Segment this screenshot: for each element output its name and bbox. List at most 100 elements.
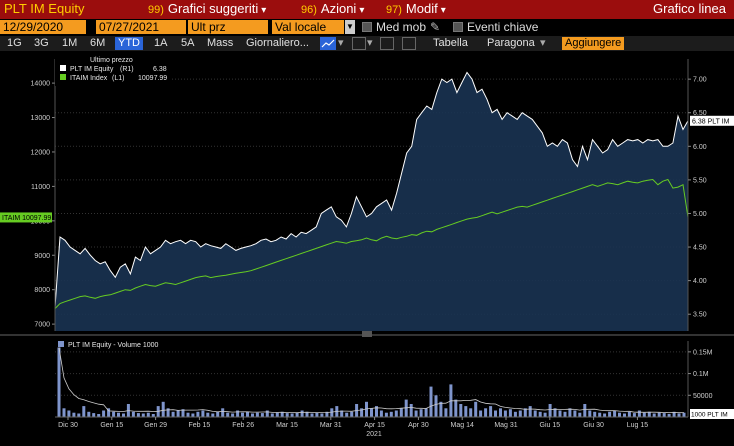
volume-bar (191, 413, 195, 417)
volume-bar (573, 410, 577, 417)
price-area-fill (55, 72, 688, 332)
key-events-checkbox[interactable] (453, 22, 463, 32)
compare-dropdown-icon[interactable]: ▾ (540, 37, 546, 49)
end-date-input[interactable]: 07/27/2021 (96, 20, 186, 34)
volume-bar (315, 412, 319, 417)
currency-dropdown-icon[interactable]: ▼ (345, 20, 355, 34)
volume-bar (657, 412, 661, 417)
price-last-tag-label: 6.38 PLT IM (692, 118, 730, 125)
actions-button[interactable]: 96) Azioni ▾ (301, 1, 364, 16)
x-tick-label-9: Mag 14 (451, 422, 474, 429)
security-ticker[interactable]: PLT IM Equity (4, 1, 85, 16)
suggested-charts-number: 99) (148, 4, 164, 16)
price-volume-chart[interactable]: 7000800090001000011000120001300014000 3.… (0, 51, 734, 446)
table-button[interactable]: Tabella (433, 37, 468, 49)
period-1g-button[interactable]: 1G (7, 37, 22, 49)
volume-bar (399, 408, 403, 417)
volume-bar (226, 412, 230, 417)
volume-bar (201, 410, 205, 417)
volume-bar (107, 408, 111, 417)
volume-bar (394, 410, 398, 417)
key-events-label: Eventi chiave (467, 20, 539, 34)
volume-bar (221, 408, 225, 417)
frequency-select[interactable]: Giornaliero... (246, 37, 309, 49)
legend-price-value: 6.38 (153, 66, 167, 73)
panel-resize-handle[interactable] (362, 331, 372, 337)
index-last-tag-label: ITAIM 10097.99 (2, 215, 51, 222)
period-bar: 1G 3G 1M 6M YTD 1A 5A Mass Giornaliero..… (0, 36, 734, 51)
volume-tick-label-2: 0.15M (693, 349, 713, 356)
x-tick-label-8: Apr 30 (408, 422, 429, 429)
chart-type-dropdown-icon[interactable]: ▾ (338, 37, 344, 49)
bar-chart-icon[interactable] (352, 37, 366, 50)
volume-last-tag-label: 1000 PLT IM (691, 412, 728, 419)
right-tick-label-7: 7.00 (693, 77, 707, 84)
volume-bar (588, 410, 592, 417)
left-tick-label-5: 12000 (31, 149, 51, 156)
period-5a-button[interactable]: 5A (181, 37, 195, 49)
volume-axis: 50000 0.1M 0.15M 1000 PLT IM (687, 341, 734, 419)
compare-button[interactable]: Paragona (487, 37, 535, 49)
volume-bar (117, 412, 120, 417)
table-chart-icon[interactable] (380, 37, 394, 50)
volume-bar (345, 412, 349, 417)
chart-mode-label[interactable]: Grafico linea (653, 1, 726, 16)
volume-bar (196, 411, 200, 417)
legend-index-value: 10097.99 (138, 75, 167, 82)
start-date-input[interactable]: 12/29/2020 (0, 20, 86, 34)
annotation-icon[interactable] (402, 37, 416, 50)
bar-chart-dropdown-icon[interactable]: ▾ (367, 37, 373, 49)
x-tick-label-3: Feb 15 (189, 422, 211, 429)
volume-bar (265, 410, 269, 417)
volume-bar (280, 411, 284, 417)
add-button[interactable]: Aggiungere (562, 37, 625, 50)
period-max-button[interactable]: Mass (207, 37, 234, 49)
volume-bar (642, 412, 646, 417)
volume-bar (181, 409, 185, 417)
moving-average-checkbox[interactable] (362, 22, 372, 32)
volume-bar (518, 410, 522, 417)
suggested-charts-label: Grafici suggeriti (167, 1, 259, 16)
volume-bar (637, 410, 641, 417)
volume-bar (677, 413, 681, 417)
period-1m-button[interactable]: 1M (62, 37, 78, 49)
volume-bar (300, 410, 304, 417)
volume-bar (538, 411, 542, 417)
price-area (55, 72, 688, 332)
left-tick-label-1: 8000 (34, 287, 50, 294)
lower-legend: PLT IM Equity - Volume 1000 (58, 341, 159, 349)
volume-bar (474, 401, 478, 417)
volume-bar (57, 347, 61, 417)
volume-bar (419, 409, 423, 417)
volume-bar (171, 411, 175, 417)
period-3g-button[interactable]: 3G (34, 37, 49, 49)
currency-select[interactable]: Val locale (272, 20, 344, 34)
left-tick-label-2: 9000 (34, 253, 50, 260)
pencil-icon[interactable]: ✎ (430, 20, 441, 34)
volume-bar (667, 414, 671, 417)
right-tick-label-6: 6.50 (693, 110, 707, 117)
volume-bar (310, 413, 314, 417)
volume-bar (389, 411, 393, 417)
chart-type-icon[interactable] (320, 37, 336, 50)
field-select[interactable]: Ult prz (188, 20, 268, 34)
volume-bar (429, 386, 433, 417)
period-ytd-button[interactable]: YTD (115, 37, 143, 50)
volume-bar (613, 410, 617, 417)
legend-title: Ultimo prezzo (90, 57, 133, 64)
legend-swatch-volume (58, 341, 64, 347)
volume-bar (102, 410, 106, 417)
volume-bar (558, 410, 562, 417)
volume-bar (652, 413, 656, 417)
volume-bar (211, 413, 215, 417)
period-6m-button[interactable]: 6M (90, 37, 106, 49)
volume-bar (67, 410, 71, 417)
suggested-charts-button[interactable]: 99) Grafici suggeriti ▾ (148, 1, 266, 16)
volume-bar (365, 401, 368, 417)
modify-button[interactable]: 97) Modif ▾ (386, 1, 446, 16)
period-1a-button[interactable]: 1A (154, 37, 168, 49)
right-tick-label-3: 5.00 (693, 211, 707, 218)
volume-bar (295, 412, 299, 417)
volume-bar (479, 410, 483, 417)
series-lines (54, 71, 689, 309)
